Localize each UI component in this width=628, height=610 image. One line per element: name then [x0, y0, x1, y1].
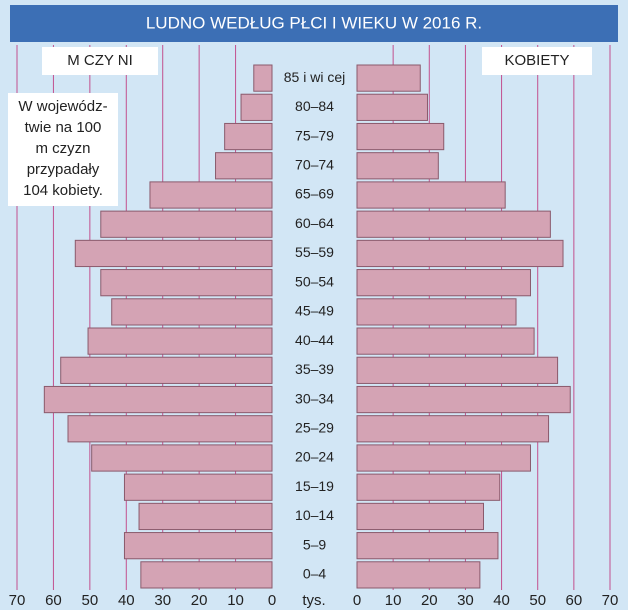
bar [60, 356, 273, 384]
bar [356, 152, 439, 180]
x-tick-label: 20 [421, 592, 438, 609]
x-tick-label: 60 [566, 592, 583, 609]
category-label: 60–64 [295, 215, 334, 231]
bar [356, 561, 481, 589]
bar [100, 210, 273, 238]
bar [140, 561, 273, 589]
x-tick-label: 40 [493, 592, 510, 609]
bar [240, 93, 273, 121]
category-label: 0–4 [303, 566, 327, 582]
note-line: 104 kobiety. [23, 182, 103, 199]
category-label: 10–14 [295, 507, 334, 523]
bar [356, 64, 421, 92]
bar [356, 93, 428, 121]
bar [356, 502, 484, 531]
x-tick-label: 40 [118, 592, 135, 609]
title-band [10, 5, 618, 42]
x-tick-label: 10 [227, 592, 244, 609]
category-label: 70–74 [295, 156, 334, 172]
legend-box [42, 47, 158, 75]
legend-label: M CZY NI [67, 52, 133, 69]
bar [67, 415, 273, 443]
category-label: 20–24 [295, 449, 334, 465]
category-label: 65–69 [295, 186, 334, 202]
category-label: 15–19 [295, 478, 334, 494]
x-unit: tys. [302, 592, 325, 609]
note-box [8, 93, 118, 206]
bar [91, 444, 273, 472]
bar [74, 239, 273, 268]
bar [356, 122, 445, 151]
bar [356, 473, 501, 501]
bar [356, 356, 559, 384]
category-label: 85 i wi cej [284, 69, 345, 85]
bar [356, 327, 535, 355]
note-line: m czyzn [35, 140, 90, 157]
bar [356, 385, 571, 414]
bar [356, 532, 499, 560]
x-tick-label: 50 [82, 592, 99, 609]
bar [87, 327, 273, 355]
bar [253, 64, 273, 92]
category-label: 40–44 [295, 332, 334, 348]
bar [43, 385, 273, 414]
bar [224, 122, 273, 151]
note: W wojewódz-twie na 100 m czyzn przypadały 1… [18, 98, 107, 199]
bar [356, 181, 506, 209]
bar [356, 210, 551, 238]
x-tick-label: 50 [529, 592, 546, 609]
note-line: przypadały [27, 161, 100, 178]
category-label: 35–39 [295, 361, 334, 377]
category-label: 50–54 [295, 273, 334, 289]
bar [100, 269, 273, 297]
legend-label: KOBIETY [504, 52, 569, 69]
bar [356, 269, 531, 297]
category-label: 30–34 [295, 390, 334, 406]
category-label: 80–84 [295, 98, 334, 114]
bar [356, 239, 564, 268]
bar [356, 444, 531, 472]
x-tick-label: 0 [268, 592, 276, 609]
legend-box [482, 47, 592, 75]
category-label: 5–9 [303, 536, 327, 552]
x-tick-label: 70 [9, 592, 26, 609]
category-label: 55–59 [295, 244, 334, 260]
bar [149, 181, 273, 209]
chart-title: LUDNO WEDŁUG PŁCI I WIEKU W 2016 R. [146, 13, 482, 32]
bar [356, 415, 550, 443]
category-label: 45–49 [295, 303, 334, 319]
x-tick-label: 10 [385, 592, 402, 609]
x-tick-label: 70 [602, 592, 619, 609]
x-tick-label: 60 [45, 592, 62, 609]
category-label: 25–29 [295, 419, 334, 435]
bar [138, 502, 273, 531]
category-label: 75–79 [295, 127, 334, 143]
x-tick-label: 0 [353, 592, 361, 609]
bar [123, 532, 273, 560]
bar [111, 298, 273, 326]
marks [43, 64, 571, 589]
bar [215, 152, 273, 180]
note-line: W wojewódz- [18, 98, 107, 115]
note-line: twie na 100 [25, 119, 102, 136]
x-tick-label: 20 [191, 592, 208, 609]
x-tick-label: 30 [154, 592, 171, 609]
x-tick-label: 30 [457, 592, 474, 609]
bar [356, 298, 517, 326]
bar [123, 473, 273, 501]
